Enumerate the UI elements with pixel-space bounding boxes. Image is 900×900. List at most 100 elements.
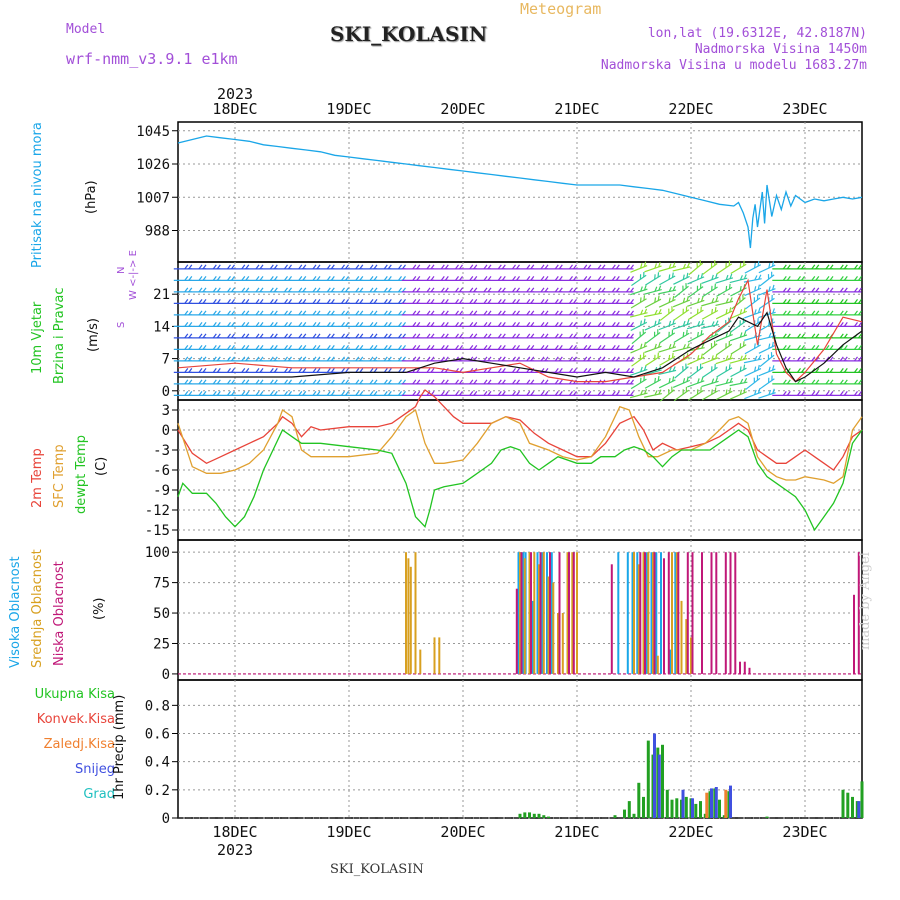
wind-barb-feather	[398, 276, 402, 281]
wind-barb-feather	[597, 287, 602, 293]
precip-bar-0-31	[765, 816, 769, 818]
wind-barb-feather	[654, 343, 657, 349]
wind-barb-feather	[288, 264, 292, 270]
snow-label: Snijeg	[75, 762, 115, 777]
wind-barb-feather	[626, 345, 630, 350]
wind-barb-feather	[483, 356, 488, 362]
wind-barb-feather	[811, 322, 816, 327]
cloud-bar-1-24	[652, 552, 654, 674]
wind-barb-feather	[786, 310, 791, 316]
wind-barb-shaft	[758, 335, 776, 341]
wind-barb	[659, 272, 676, 286]
wind-barb-feather	[771, 375, 773, 381]
wind-barb	[173, 391, 193, 396]
wind-barb-feather	[757, 261, 760, 267]
wind-barb-feather	[558, 356, 563, 362]
wind-barb-shaft	[715, 310, 733, 320]
wind-barb-feather	[188, 391, 193, 396]
wind-barb-feather	[711, 297, 715, 304]
wind-barb-feather	[843, 276, 848, 281]
y-tick-label-2-4: -9	[153, 483, 170, 499]
wind-barb-feather	[843, 333, 848, 339]
wind-barb	[631, 329, 647, 345]
wind-barb-feather	[444, 322, 449, 327]
precip-bar-0-33	[846, 792, 850, 818]
wind-barb-feather	[544, 391, 549, 396]
wind-barb-feather	[725, 274, 729, 281]
wind-barb-feather	[459, 310, 463, 316]
cloud-bar-2-22	[734, 552, 737, 674]
wind-barb-feather	[440, 264, 445, 270]
wind-barb-shaft	[730, 320, 747, 333]
wind-barb-feather	[573, 379, 577, 385]
wind-barb-feather	[601, 345, 606, 350]
wind-barb	[702, 283, 718, 298]
wind-barb-feather	[316, 391, 321, 396]
wind-barb-feather	[725, 343, 727, 349]
wind-barb-feather	[255, 368, 260, 373]
wind-barb-feather	[644, 308, 648, 314]
wind-barb-feather	[212, 379, 217, 385]
cloud-bar-2-27	[857, 552, 860, 674]
wind-barb-shaft	[687, 299, 705, 307]
wind-barb-feather	[672, 376, 675, 382]
wind-barb-feather	[469, 345, 474, 350]
wind-barb-feather	[626, 264, 630, 270]
wind-barb-feather	[801, 391, 805, 396]
wind-barb-feather	[573, 287, 577, 293]
wind-barb-feather	[288, 299, 292, 304]
wind-barb-feather	[754, 309, 757, 315]
wind-barb-feather	[701, 319, 705, 326]
model-elevation-label: Nadmorska Visina u modelu 1683.27m	[600, 58, 867, 73]
y-tick-label-4-0: 0	[162, 811, 170, 827]
wind-barb	[672, 376, 691, 388]
wind-barb-feather	[786, 287, 791, 293]
wind-barb-feather	[188, 322, 193, 327]
wind-barb-feather	[626, 299, 630, 304]
wind-barb-feather	[711, 321, 715, 327]
wind-barb-feather	[426, 322, 431, 327]
top-day-label-3: 21DEC	[554, 100, 599, 118]
wind-barb-feather	[739, 309, 743, 315]
wind-barb-feather	[273, 379, 278, 385]
cloud-bar-0-8	[550, 552, 553, 674]
wind-barb-feather	[601, 322, 606, 327]
precip-bar-0-2	[528, 812, 531, 818]
wind-barb-shaft	[630, 378, 647, 390]
wind-barb-feather	[330, 345, 335, 350]
wind-barb-feather	[611, 310, 616, 316]
wind-barb-feather	[569, 345, 573, 350]
wind-barb	[687, 273, 705, 285]
wind-barb-feather	[387, 333, 392, 339]
wind-barb-feather	[202, 356, 207, 362]
wind-barb-feather	[583, 333, 588, 339]
wind-barb-feather	[768, 389, 772, 395]
wind-barb-feather	[516, 379, 520, 385]
wind-barb-feather	[355, 379, 360, 385]
wind-barb-feather	[786, 264, 791, 270]
wind-barb	[173, 368, 193, 373]
wind-barb-feather	[725, 366, 728, 372]
wind-barb-feather	[739, 262, 742, 268]
wind-barb-feather	[811, 276, 816, 281]
wind-barb	[716, 364, 733, 378]
cloud-bar-1-13	[547, 576, 550, 674]
wind-barb-feather	[430, 310, 435, 316]
wind-barb	[701, 353, 719, 365]
wind-barb-feather	[501, 310, 506, 316]
wind-barb-feather	[216, 322, 221, 327]
cloud-bar-2-24	[743, 661, 746, 674]
wind-barb-feather	[459, 379, 463, 385]
wind-barb-feather	[316, 379, 321, 385]
wind-barb-feather	[430, 368, 435, 373]
wind-barb	[843, 276, 862, 281]
wind-barb-feather	[700, 283, 702, 289]
cloud-bar-1-16	[561, 613, 564, 674]
wind-barb-feather	[345, 368, 349, 373]
wind-barb-feather	[369, 310, 374, 316]
cloud-bar-0-15	[655, 552, 658, 674]
wind-barb-feather	[341, 356, 345, 362]
wind-barb-feather	[843, 310, 848, 316]
wind-barb-feather	[626, 310, 630, 316]
wind-barb-feather	[469, 299, 474, 304]
